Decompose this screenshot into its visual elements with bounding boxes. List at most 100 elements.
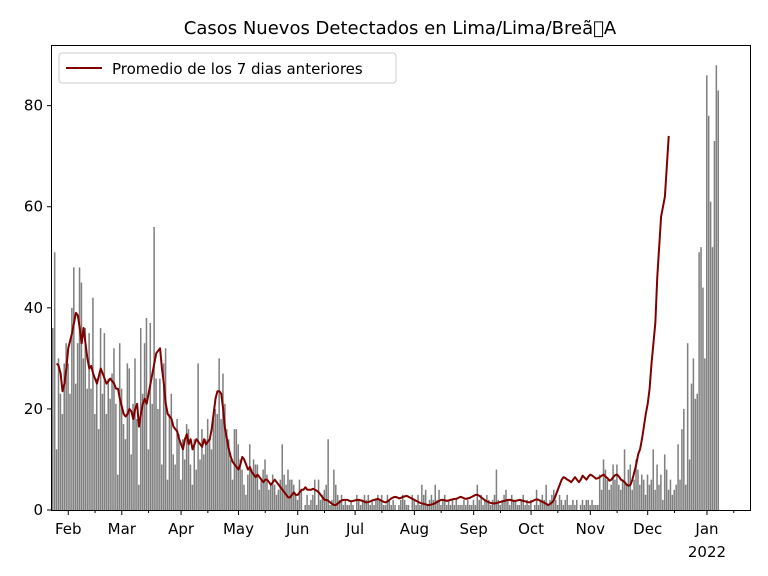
bar — [178, 434, 180, 510]
bar — [59, 393, 62, 510]
bar — [71, 307, 73, 510]
bar — [696, 393, 698, 510]
bar — [204, 439, 207, 510]
bar — [138, 484, 140, 510]
bar — [143, 343, 146, 510]
bar — [625, 484, 628, 510]
bar — [629, 464, 632, 510]
bar — [642, 479, 645, 510]
bar — [136, 419, 138, 510]
bar — [583, 504, 586, 510]
bar — [329, 504, 331, 510]
bar — [182, 439, 184, 510]
bar — [379, 499, 381, 510]
bar — [574, 504, 576, 510]
bar — [122, 424, 125, 510]
bar — [306, 494, 308, 510]
bar — [581, 499, 584, 510]
bar — [451, 499, 454, 510]
bar — [560, 499, 563, 510]
bar — [639, 484, 641, 510]
bar — [405, 504, 408, 510]
bar — [690, 383, 693, 510]
bar — [247, 474, 249, 510]
bar — [442, 499, 444, 510]
bar — [616, 464, 618, 510]
bar — [313, 479, 316, 510]
bar — [474, 504, 477, 510]
bar — [166, 479, 169, 510]
bar — [658, 484, 660, 510]
bar — [589, 504, 591, 510]
bar — [124, 439, 127, 510]
bar — [76, 343, 79, 510]
bar — [681, 429, 683, 510]
bar — [648, 484, 651, 510]
bar — [157, 408, 159, 510]
bar — [501, 499, 503, 510]
bar — [600, 489, 603, 510]
bar — [304, 504, 306, 510]
bar — [547, 504, 549, 510]
bar — [686, 343, 689, 510]
bar — [663, 454, 666, 510]
bar — [55, 449, 58, 510]
bar — [478, 499, 480, 510]
bar — [220, 419, 222, 510]
bar — [641, 474, 643, 510]
bar — [503, 494, 505, 510]
bar — [227, 439, 230, 510]
bar — [637, 469, 639, 510]
bar — [128, 368, 131, 510]
x-tick-label: Nov — [576, 520, 605, 538]
bar — [426, 504, 429, 510]
bar — [419, 504, 421, 510]
bar — [631, 489, 633, 510]
bar — [176, 419, 178, 510]
bar — [53, 252, 56, 511]
bar — [507, 499, 509, 510]
bar — [614, 479, 616, 510]
bar — [421, 484, 423, 510]
bar — [591, 499, 593, 510]
bar — [172, 454, 175, 510]
bar — [650, 479, 653, 510]
bar — [260, 479, 262, 510]
bar — [361, 499, 364, 510]
bar — [191, 484, 194, 510]
bar — [168, 413, 171, 510]
bar — [509, 504, 511, 510]
bar — [103, 333, 106, 510]
bar — [371, 499, 373, 510]
bar — [470, 504, 473, 510]
bar — [392, 499, 394, 510]
bar — [468, 504, 471, 510]
bar — [333, 469, 335, 510]
bar — [113, 348, 115, 510]
bar — [287, 469, 289, 510]
bar — [598, 474, 601, 510]
x-tick-label: Aug — [400, 520, 429, 538]
x-tick-label: Dec — [633, 520, 662, 538]
bar — [516, 504, 519, 510]
bar — [627, 469, 630, 510]
bar — [463, 499, 465, 510]
bar — [256, 464, 259, 510]
bar — [338, 499, 341, 510]
bar — [526, 499, 528, 510]
bar — [585, 499, 588, 510]
bar — [162, 363, 165, 510]
bar — [554, 499, 557, 510]
y-tick-label: 80 — [24, 97, 43, 115]
bar — [510, 494, 513, 510]
bar — [545, 484, 547, 510]
bar — [440, 504, 442, 510]
bar — [717, 90, 720, 511]
bar — [459, 504, 461, 510]
bar — [84, 328, 87, 510]
bar — [528, 504, 530, 510]
bar — [564, 499, 567, 510]
bar — [342, 504, 345, 510]
bar — [619, 489, 622, 510]
